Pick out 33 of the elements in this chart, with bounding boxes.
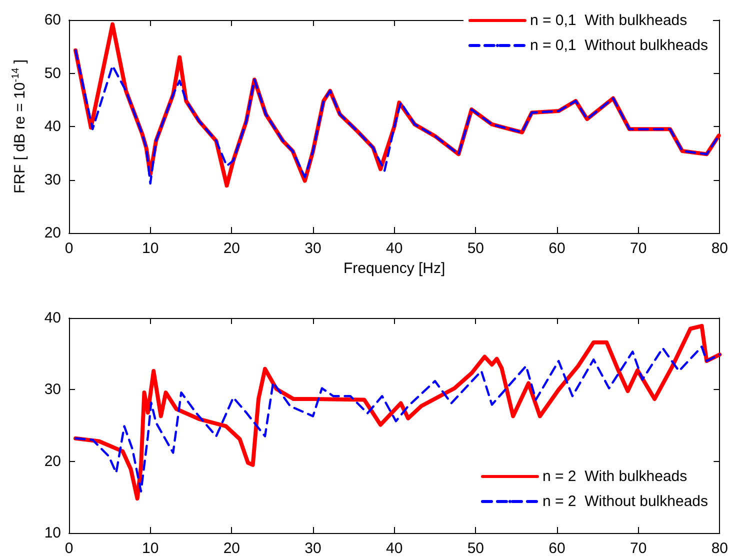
legend-label: n = 0,1 Without bulkheads: [530, 37, 708, 54]
x-tick-label: 20: [223, 240, 240, 257]
x-tick-label: 50: [467, 240, 484, 257]
y-tick-label: 40: [44, 310, 61, 326]
x-tick-label: 60: [548, 240, 566, 257]
x-tick-label: 0: [64, 540, 74, 557]
y-tick-label: 30: [44, 381, 61, 398]
x-tick-label: 70: [630, 240, 647, 257]
legend-label: n = 2 Without bulkheads: [542, 493, 708, 510]
x-tick-label: 80: [711, 240, 728, 257]
legend-label: n = 2 With bulkheads: [542, 468, 688, 485]
x-tick-label: 20: [223, 540, 240, 557]
x-tick-label: 0: [64, 240, 74, 257]
x-tick-label: 70: [630, 540, 647, 557]
x-tick-label: 80: [711, 540, 728, 557]
y-tick-label: 20: [44, 224, 61, 242]
x-tick-label: 10: [142, 240, 159, 257]
y-tick-label: 10: [44, 524, 61, 542]
y-tick-label: 30: [44, 171, 61, 188]
x-tick-label: 40: [386, 540, 403, 557]
x-tick-label: 10: [142, 540, 159, 557]
x-tick-label: 30: [304, 540, 322, 557]
y-tick-label: 60: [44, 12, 61, 28]
y-axis-title: FRF [ dB re = 10-14 ]: [10, 59, 28, 194]
x-tick-label: 50: [467, 540, 484, 557]
y-tick-label: 40: [44, 118, 61, 135]
y-tick-label: 20: [44, 452, 61, 470]
x-axis-title: Frequency [Hz]: [343, 260, 446, 277]
x-tick-label: 60: [548, 540, 566, 557]
legend-label: n = 0,1 With bulkheads: [530, 12, 688, 29]
x-tick-label: 30: [304, 240, 322, 257]
x-tick-label: 40: [386, 240, 403, 257]
y-tick-label: 50: [44, 64, 61, 82]
